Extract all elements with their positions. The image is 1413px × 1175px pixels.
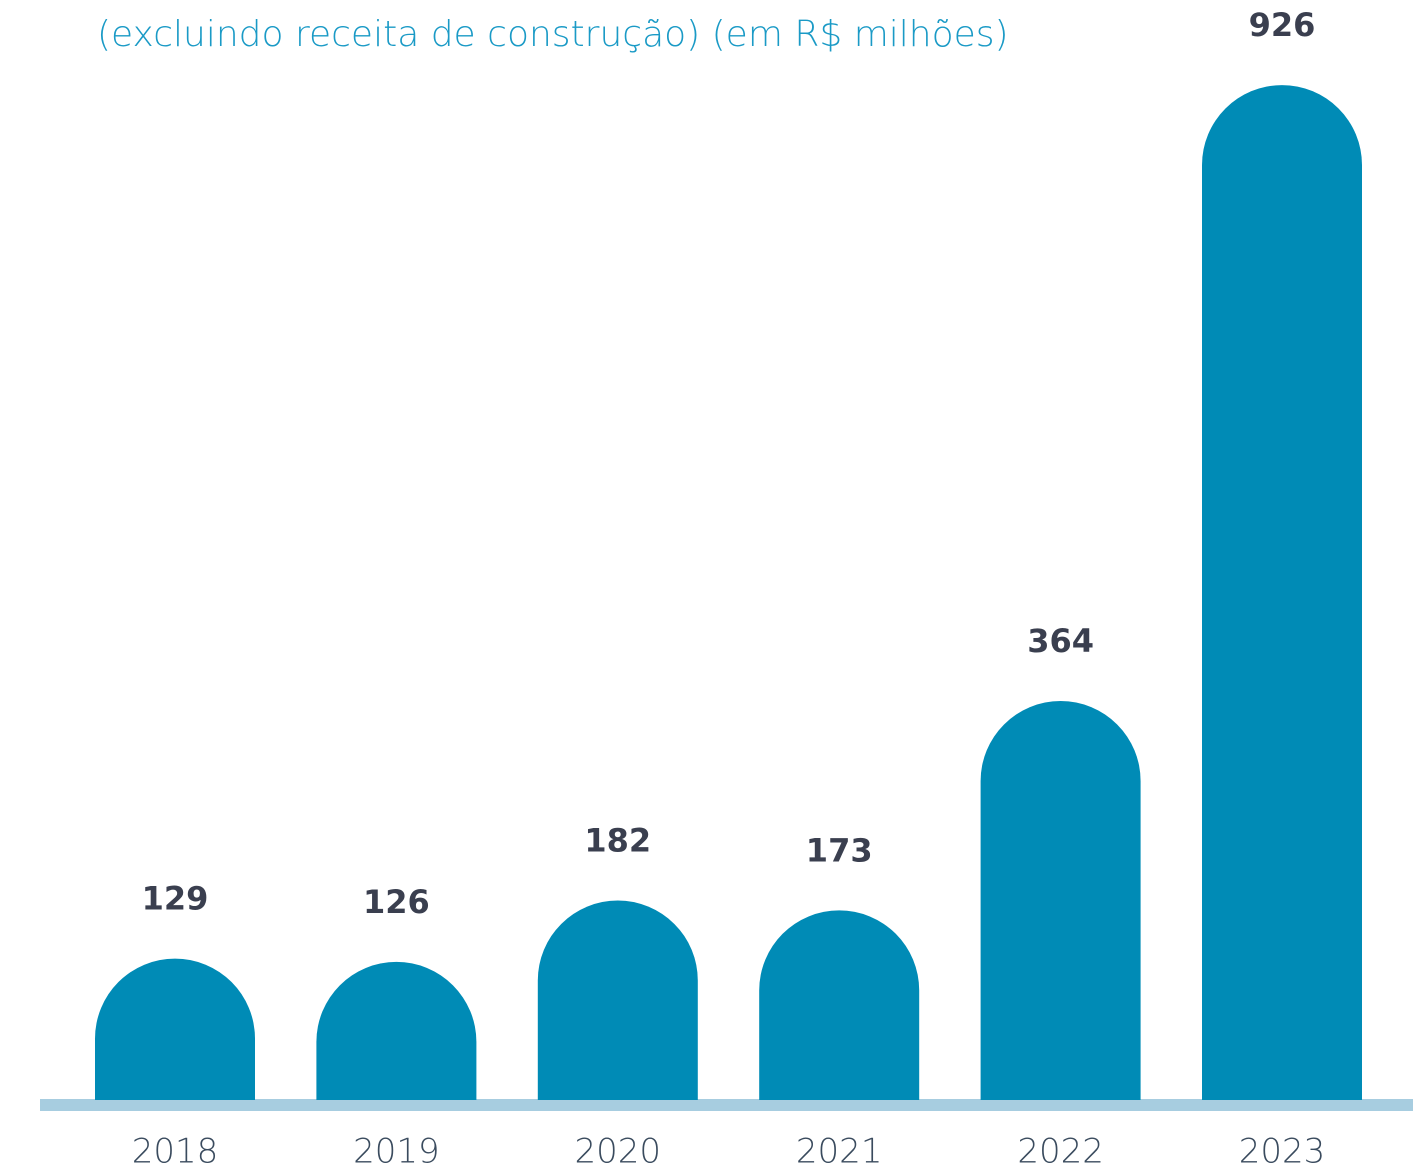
bar — [1202, 85, 1362, 1100]
bar — [316, 961, 477, 1100]
value-label: 129 — [142, 880, 209, 918]
value-label: 126 — [363, 883, 430, 921]
bar — [980, 701, 1141, 1100]
x-tick-label: 2020 — [575, 1132, 662, 1172]
x-tick-label: 2021 — [796, 1132, 883, 1172]
chart-subtitle: (excluindo receita de construção) (em R$… — [97, 14, 1009, 55]
x-tick-label: 2022 — [1017, 1132, 1104, 1172]
bar — [95, 958, 255, 1100]
value-label: 173 — [806, 831, 873, 869]
value-label: 926 — [1249, 6, 1316, 44]
value-label: 182 — [584, 822, 651, 860]
x-tick-label: 2019 — [353, 1132, 440, 1172]
baseline — [40, 1099, 1413, 1111]
value-label: 364 — [1027, 622, 1094, 660]
bar — [759, 910, 920, 1100]
x-tick-label: 2023 — [1239, 1132, 1326, 1172]
bar — [537, 900, 698, 1100]
x-tick-label: 2018 — [132, 1132, 219, 1172]
